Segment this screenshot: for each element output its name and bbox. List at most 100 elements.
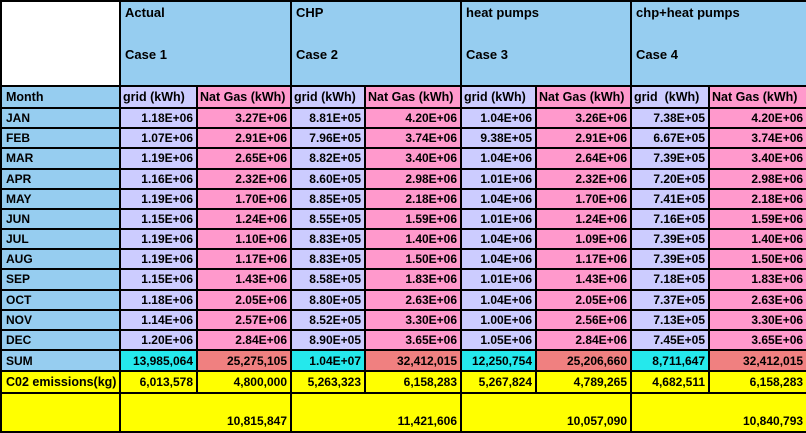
month-cell[interactable]: DEC xyxy=(0,328,121,352)
natgas-value-cell[interactable]: 1.40E+06 xyxy=(364,228,463,251)
grid-value-cell[interactable]: 1.19E+06 xyxy=(119,248,198,271)
grid-column-header-case1[interactable]: grid (kWh) xyxy=(119,85,198,109)
natgas-value-cell[interactable]: 1.59E+06 xyxy=(708,207,806,231)
grid-value-cell[interactable]: 7.96E+05 xyxy=(290,127,367,150)
month-column-header[interactable]: Month xyxy=(0,85,121,109)
grid-value-cell[interactable]: 8.55E+05 xyxy=(290,207,367,231)
case-header-heat-pumps[interactable]: heat pumps Case 3 xyxy=(460,0,633,87)
grid-value-cell[interactable]: 1.00E+06 xyxy=(460,308,538,331)
natgas-value-cell[interactable]: 3.65E+06 xyxy=(708,328,806,352)
grid-value-cell[interactable]: 9.38E+05 xyxy=(460,127,538,150)
month-cell[interactable]: MAR xyxy=(0,147,121,170)
grid-value-cell[interactable]: 7.41E+05 xyxy=(630,187,711,210)
natgas-value-cell[interactable]: 3.26E+06 xyxy=(535,106,633,130)
grid-value-cell[interactable]: 1.04E+06 xyxy=(460,147,538,170)
sum-grid-cell[interactable]: 13,985,064 xyxy=(119,349,198,373)
natgas-value-cell[interactable]: 1.50E+06 xyxy=(708,248,806,271)
grid-value-cell[interactable]: 8.58E+05 xyxy=(290,268,367,291)
grid-value-cell[interactable]: 8.81E+05 xyxy=(290,106,367,130)
grid-value-cell[interactable]: 7.39E+05 xyxy=(630,248,711,271)
natgas-value-cell[interactable]: 2.32E+06 xyxy=(535,167,633,190)
case3-total-cell[interactable]: 10,057,090 xyxy=(460,391,633,433)
natgas-value-cell[interactable]: 2.18E+06 xyxy=(364,187,463,210)
month-cell[interactable]: NOV xyxy=(0,308,121,331)
grid-value-cell[interactable]: 8.52E+05 xyxy=(290,308,367,331)
grid-value-cell[interactable]: 1.15E+06 xyxy=(119,207,198,231)
grid-value-cell[interactable]: 1.14E+06 xyxy=(119,308,198,331)
natgas-value-cell[interactable]: 2.91E+06 xyxy=(535,127,633,150)
grid-column-header-case4[interactable]: grid (kWh) xyxy=(630,85,711,109)
sum-label-cell[interactable]: SUM xyxy=(0,349,121,373)
natgas-value-cell[interactable]: 1.24E+06 xyxy=(535,207,633,231)
grid-value-cell[interactable]: 7.18E+05 xyxy=(630,268,711,291)
natgas-value-cell[interactable]: 2.57E+06 xyxy=(195,308,293,331)
natgas-value-cell[interactable]: 2.98E+06 xyxy=(364,167,463,190)
case-header-actual[interactable]: Actual Case 1 xyxy=(118,0,293,87)
natgas-value-cell[interactable]: 3.27E+06 xyxy=(195,106,293,130)
natgas-value-cell[interactable]: 2.63E+06 xyxy=(364,288,463,311)
natgas-value-cell[interactable]: 1.43E+06 xyxy=(195,268,293,291)
natgas-column-header-case4[interactable]: Nat Gas (kWh) xyxy=(708,85,806,109)
natgas-value-cell[interactable]: 1.83E+06 xyxy=(708,268,806,291)
natgas-value-cell[interactable]: 2.65E+06 xyxy=(195,147,293,170)
case2-total-cell[interactable]: 11,421,606 xyxy=(290,391,463,433)
grid-value-cell[interactable]: 1.05E+06 xyxy=(460,328,538,352)
grid-value-cell[interactable]: 7.37E+05 xyxy=(630,288,711,311)
grid-value-cell[interactable]: 1.07E+06 xyxy=(119,127,198,150)
grid-value-cell[interactable]: 8.83E+05 xyxy=(290,228,367,251)
grid-value-cell[interactable]: 1.19E+06 xyxy=(119,187,198,210)
month-cell[interactable]: FEB xyxy=(0,127,121,150)
grid-value-cell[interactable]: 1.19E+06 xyxy=(119,147,198,170)
natgas-value-cell[interactable]: 3.74E+06 xyxy=(364,127,463,150)
grid-value-cell[interactable]: 6.67E+05 xyxy=(630,127,711,150)
grid-value-cell[interactable]: 1.19E+06 xyxy=(119,228,198,251)
natgas-value-cell[interactable]: 1.83E+06 xyxy=(364,268,463,291)
natgas-value-cell[interactable]: 2.84E+06 xyxy=(195,328,293,352)
grid-value-cell[interactable]: 7.39E+05 xyxy=(630,147,711,170)
month-cell[interactable]: AUG xyxy=(0,248,121,271)
sum-grid-cell[interactable]: 12,250,754 xyxy=(460,349,538,373)
sum-natgas-cell[interactable]: 25,275,105 xyxy=(195,349,293,373)
natgas-value-cell[interactable]: 2.84E+06 xyxy=(535,328,633,352)
natgas-value-cell[interactable]: 3.40E+06 xyxy=(708,147,806,170)
natgas-value-cell[interactable]: 4.20E+06 xyxy=(708,106,806,130)
natgas-value-cell[interactable]: 2.56E+06 xyxy=(535,308,633,331)
natgas-column-header-case1[interactable]: Nat Gas (kWh) xyxy=(195,85,293,109)
grid-value-cell[interactable]: 1.18E+06 xyxy=(119,106,198,130)
natgas-value-cell[interactable]: 2.63E+06 xyxy=(708,288,806,311)
sum-natgas-cell[interactable]: 25,206,660 xyxy=(535,349,633,373)
grid-value-cell[interactable]: 1.15E+06 xyxy=(119,268,198,291)
grid-value-cell[interactable]: 1.04E+06 xyxy=(460,288,538,311)
natgas-value-cell[interactable]: 1.24E+06 xyxy=(195,207,293,231)
grid-value-cell[interactable]: 8.82E+05 xyxy=(290,147,367,170)
case1-total-cell[interactable]: 10,815,847 xyxy=(118,391,293,433)
co2-label-cell[interactable]: C02 emissions(kg) xyxy=(0,370,121,394)
grid-value-cell[interactable]: 7.39E+05 xyxy=(630,228,711,251)
sum-grid-cell[interactable]: 1.04E+07 xyxy=(290,349,367,373)
natgas-value-cell[interactable]: 2.05E+06 xyxy=(195,288,293,311)
natgas-value-cell[interactable]: 4.20E+06 xyxy=(364,106,463,130)
natgas-value-cell[interactable]: 3.40E+06 xyxy=(364,147,463,170)
natgas-value-cell[interactable]: 2.32E+06 xyxy=(195,167,293,190)
month-cell[interactable]: SEP xyxy=(0,268,121,291)
natgas-value-cell[interactable]: 3.30E+06 xyxy=(708,308,806,331)
natgas-value-cell[interactable]: 2.98E+06 xyxy=(708,167,806,190)
month-cell[interactable]: JUN xyxy=(0,207,121,231)
grid-value-cell[interactable]: 8.60E+05 xyxy=(290,167,367,190)
month-cell[interactable]: JAN xyxy=(0,106,121,130)
grid-value-cell[interactable]: 7.16E+05 xyxy=(630,207,711,231)
grid-value-cell[interactable]: 1.20E+06 xyxy=(119,328,198,352)
grid-value-cell[interactable]: 1.01E+06 xyxy=(460,207,538,231)
grid-value-cell[interactable]: 7.20E+05 xyxy=(630,167,711,190)
grid-column-header-case3[interactable]: grid (kWh) xyxy=(460,85,538,109)
natgas-value-cell[interactable]: 3.65E+06 xyxy=(364,328,463,352)
natgas-column-header-case3[interactable]: Nat Gas (kWh) xyxy=(535,85,633,109)
case-header-chp-heat-pumps[interactable]: chp+heat pumps Case 4 xyxy=(630,0,806,87)
natgas-value-cell[interactable]: 2.64E+06 xyxy=(535,147,633,170)
co2-value-cell[interactable]: 5,263,323 xyxy=(290,370,367,394)
natgas-value-cell[interactable]: 2.05E+06 xyxy=(535,288,633,311)
grid-value-cell[interactable]: 8.83E+05 xyxy=(290,248,367,271)
co2-value-cell[interactable]: 4,682,511 xyxy=(630,370,711,394)
sum-natgas-cell[interactable]: 32,412,015 xyxy=(708,349,806,373)
natgas-value-cell[interactable]: 1.09E+06 xyxy=(535,228,633,251)
